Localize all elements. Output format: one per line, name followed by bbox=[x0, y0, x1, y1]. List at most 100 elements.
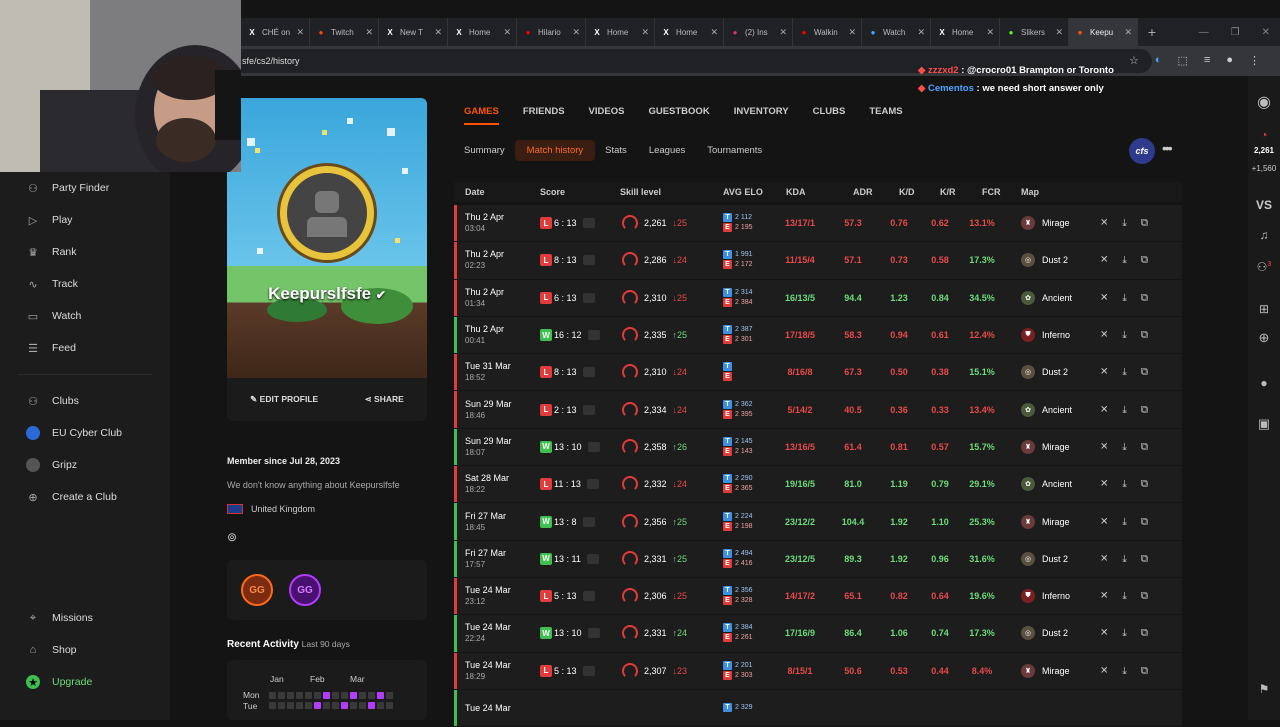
open-external-icon[interactable]: ⧉ bbox=[1140, 516, 1148, 528]
party-icon[interactable]: ⊞ bbox=[1258, 302, 1270, 316]
spectate-icon[interactable] bbox=[587, 628, 600, 639]
table-row[interactable]: Sun 29 Mar 18:46 L 2 : 13 2,334 ↓24 T 2 362 E 2 3… bbox=[454, 391, 1182, 429]
subtab-tournaments[interactable]: Tournaments bbox=[707, 145, 763, 156]
table-row[interactable]: Fri 27 Mar 17:57 W 13 : 11 2,331 ↑25 T 2 494 E 2 … bbox=[454, 540, 1182, 578]
spectate-icon[interactable] bbox=[586, 479, 599, 490]
sidebar-item-gripz[interactable]: Gripz bbox=[0, 449, 170, 481]
download-demo-icon[interactable]: ⤓ bbox=[1122, 254, 1127, 266]
chip-icon[interactable]: ▣ bbox=[1257, 416, 1271, 431]
download-demo-icon[interactable]: ⤓ bbox=[1122, 553, 1127, 565]
spectate-icon[interactable] bbox=[587, 330, 600, 341]
versus-icon[interactable]: VS bbox=[1255, 198, 1272, 212]
browser-tab[interactable]: ● Twitch ✕ bbox=[310, 18, 379, 46]
open-external-icon[interactable]: ⧉ bbox=[1140, 441, 1148, 453]
add-icon[interactable]: ⊕ bbox=[1258, 330, 1270, 345]
table-row[interactable]: Sat 28 Mar 18:22 L 11 : 13 2,332 ↓24 T 2 290 E 2 … bbox=[454, 466, 1182, 504]
close-tab-icon[interactable]: ✕ bbox=[917, 26, 925, 37]
table-row[interactable]: Thu 2 Apr 02:23 L 8 : 13 2,286 ↓24 T 1 991 E 2 17… bbox=[454, 242, 1182, 280]
close-tab-icon[interactable]: ✕ bbox=[710, 26, 718, 37]
close-tab-icon[interactable]: ✕ bbox=[365, 26, 373, 37]
bookmark-star-icon[interactable]: ☆ bbox=[1128, 55, 1139, 67]
bottom-chat-icon[interactable]: ⚑ bbox=[1258, 682, 1270, 696]
browser-tab[interactable]: X Home ✕ bbox=[448, 18, 517, 46]
download-demo-icon[interactable]: ⤓ bbox=[1122, 404, 1127, 416]
sidebar-item-create-club[interactable]: ⊕ Create a Club bbox=[0, 481, 170, 513]
tab-inventory[interactable]: INVENTORY bbox=[733, 106, 789, 117]
tab-guestbook[interactable]: GUESTBOOK bbox=[648, 106, 710, 117]
sidebar-item-party-finder[interactable]: ⚇ Party Finder bbox=[0, 172, 170, 204]
close-tab-icon[interactable]: ✕ bbox=[503, 26, 511, 37]
close-tab-icon[interactable]: ✕ bbox=[848, 26, 856, 37]
close-tab-icon[interactable]: ✕ bbox=[779, 26, 787, 37]
table-row[interactable]: Thu 2 Apr 01:34 L 6 : 13 2,310 ↓25 T 2 314 E 2 38… bbox=[454, 279, 1182, 317]
spectate-icon[interactable] bbox=[582, 292, 595, 303]
hide-match-icon[interactable]: ✕ bbox=[1100, 478, 1109, 490]
spectate-icon[interactable] bbox=[586, 553, 599, 564]
tab-games[interactable]: GAMES bbox=[464, 106, 499, 125]
hide-match-icon[interactable]: ✕ bbox=[1100, 366, 1109, 378]
open-external-icon[interactable]: ⧉ bbox=[1140, 590, 1148, 602]
sidebar-item-feed[interactable]: ☰ Feed bbox=[0, 332, 170, 364]
sidebar-item-track[interactable]: ∿ Track bbox=[0, 268, 170, 300]
open-external-icon[interactable]: ⧉ bbox=[1140, 329, 1148, 341]
browser-tab[interactable]: X CHÉ on ✕ bbox=[241, 18, 310, 46]
browser-tab[interactable]: ● Slikers ✕ bbox=[1000, 18, 1069, 46]
new-tab-button[interactable]: + bbox=[1147, 24, 1157, 40]
table-row[interactable]: Thu 2 Apr 00:41 W 16 : 12 2,335 ↑25 T 2 387 E 2 3… bbox=[454, 316, 1182, 355]
open-external-icon[interactable]: ⧉ bbox=[1140, 217, 1148, 229]
open-external-icon[interactable]: ⧉ bbox=[1140, 478, 1148, 490]
spectate-icon[interactable] bbox=[582, 516, 595, 527]
browser-tab[interactable]: ● (2) Ins ✕ bbox=[724, 18, 793, 46]
tab-clubs[interactable]: CLUBS bbox=[812, 106, 846, 117]
hide-match-icon[interactable]: ✕ bbox=[1100, 404, 1109, 416]
person-icon[interactable]: ● bbox=[1260, 376, 1268, 390]
hide-match-icon[interactable]: ✕ bbox=[1100, 217, 1109, 229]
steam-icon[interactable]: ⊚ bbox=[227, 530, 238, 544]
more-options-icon[interactable]: ••• bbox=[1162, 140, 1173, 156]
close-tab-icon[interactable]: ✕ bbox=[641, 26, 649, 37]
download-demo-icon[interactable]: ⤓ bbox=[1122, 665, 1127, 677]
table-row[interactable]: Sun 29 Mar 18:07 W 13 : 10 2,358 ↑26 T 2 145 E 2 … bbox=[454, 428, 1182, 467]
hide-match-icon[interactable]: ✕ bbox=[1100, 254, 1109, 266]
download-demo-icon[interactable]: ⤓ bbox=[1122, 366, 1127, 378]
media-icon[interactable]: ≡ bbox=[1203, 54, 1211, 66]
profile-avatar-icon[interactable]: ● bbox=[1226, 54, 1233, 66]
spectate-icon[interactable] bbox=[582, 591, 595, 602]
subtab-stats[interactable]: Stats bbox=[605, 145, 627, 156]
sidebar-item-play[interactable]: ▷ Play bbox=[0, 204, 170, 236]
close-tab-icon[interactable]: ✕ bbox=[986, 26, 994, 37]
sidebar-item-upgrade[interactable]: ★ Upgrade bbox=[0, 666, 170, 698]
open-external-icon[interactable]: ⧉ bbox=[1140, 553, 1148, 565]
close-tab-icon[interactable]: ✕ bbox=[296, 26, 304, 37]
subtab-summary[interactable]: Summary bbox=[464, 145, 505, 156]
hide-match-icon[interactable]: ✕ bbox=[1100, 292, 1109, 304]
browser-tab[interactable]: X Home ✕ bbox=[586, 18, 655, 46]
spectate-icon[interactable] bbox=[582, 255, 595, 266]
browser-tab[interactable]: ● Walkin ✕ bbox=[793, 18, 862, 46]
download-demo-icon[interactable]: ⤓ bbox=[1122, 217, 1127, 229]
browser-tab[interactable]: X Home ✕ bbox=[655, 18, 724, 46]
spectate-icon[interactable] bbox=[582, 665, 595, 676]
hide-match-icon[interactable]: ✕ bbox=[1100, 553, 1109, 565]
subtab-match-history[interactable]: Match history bbox=[514, 140, 596, 161]
sidebar-item-watch[interactable]: ▭ Watch bbox=[0, 300, 170, 332]
close-tab-icon[interactable]: ✕ bbox=[1124, 26, 1132, 37]
download-demo-icon[interactable]: ⤓ bbox=[1122, 590, 1127, 602]
table-row[interactable]: Tue 31 Mar 18:52 L 8 : 13 2,310 ↓24 T E 8/16/8 67… bbox=[454, 354, 1182, 392]
open-external-icon[interactable]: ⧉ bbox=[1140, 627, 1148, 639]
download-demo-icon[interactable]: ⤓ bbox=[1122, 441, 1127, 453]
browser-tab[interactable]: ● Keepu ✕ bbox=[1069, 18, 1138, 46]
tab-friends[interactable]: FRIENDS bbox=[522, 106, 565, 117]
open-external-icon[interactable]: ⧉ bbox=[1140, 366, 1148, 378]
tab-videos[interactable]: VIDEOS bbox=[588, 106, 625, 117]
table-row[interactable]: Tue 24 Mar 18:29 L 5 : 13 2,307 ↓23 T 2 201 E 2 3… bbox=[454, 652, 1182, 690]
table-row[interactable]: Tue 24 Mar 23:12 L 5 : 13 2,306 ↓25 T 2 356 E 2 3… bbox=[454, 577, 1182, 616]
download-demo-icon[interactable]: ⤓ bbox=[1122, 292, 1127, 304]
sidebar-item-eu-cyber-club[interactable]: EU Cyber Club bbox=[0, 417, 170, 449]
browser-tab[interactable]: X New T ✕ bbox=[379, 18, 448, 46]
share-button[interactable]: ⋖ SHARE bbox=[365, 394, 404, 405]
menu-dots-icon[interactable]: ⋮ bbox=[1249, 55, 1260, 67]
download-demo-icon[interactable]: ⤓ bbox=[1122, 516, 1127, 528]
close-tab-icon[interactable]: ✕ bbox=[572, 26, 580, 37]
cfs-logo[interactable]: cfs bbox=[1129, 138, 1155, 164]
